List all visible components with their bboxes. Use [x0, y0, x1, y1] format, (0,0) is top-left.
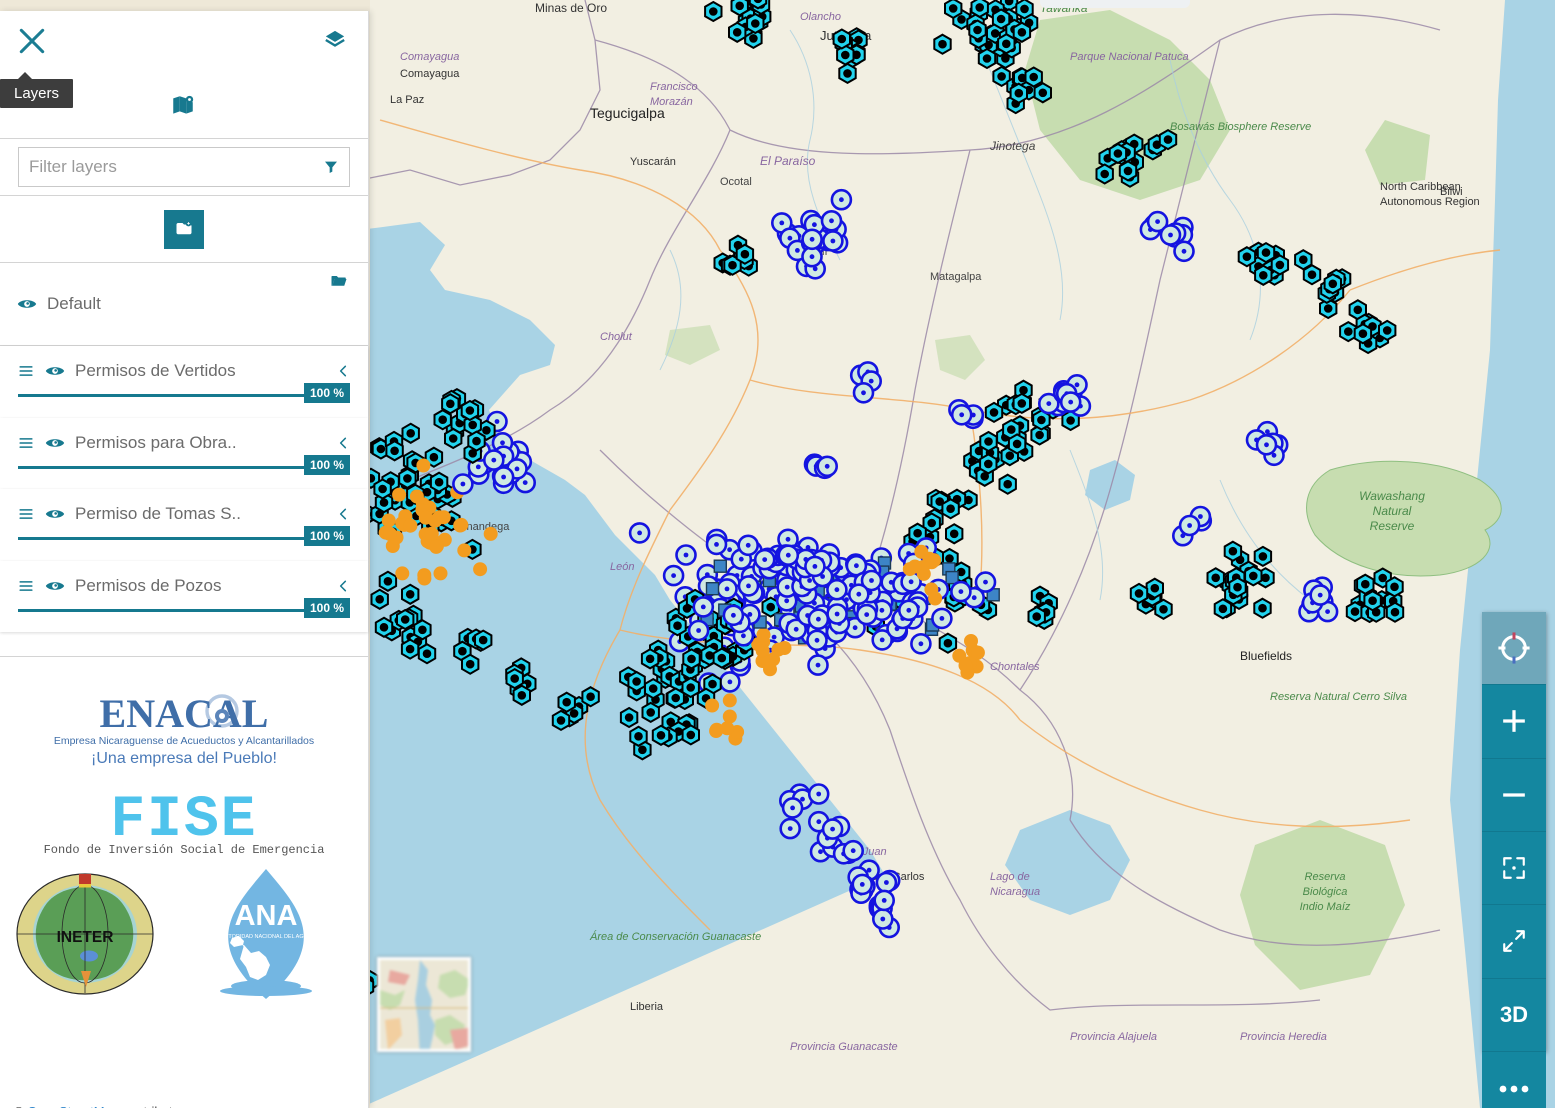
svg-text:Nicaragua: Nicaragua	[990, 886, 1040, 898]
svg-text:ANA: ANA	[235, 900, 298, 932]
svg-text:Comayagua: Comayagua	[400, 68, 460, 80]
svg-text:Autonomous Region: Autonomous Region	[1380, 196, 1480, 208]
svg-text:Empresa Nicaraguense de Acuedu: Empresa Nicaraguense de Acueductos y Alc…	[54, 735, 314, 747]
svg-text:Olancho: Olancho	[800, 11, 841, 23]
svg-text:Ocotal: Ocotal	[720, 176, 752, 188]
svg-text:Morazán: Morazán	[650, 96, 693, 108]
svg-text:Provincia Heredia: Provincia Heredia	[1240, 1031, 1327, 1043]
svg-text:Yuscarán: Yuscarán	[630, 156, 676, 168]
svg-text:Natural: Natural	[1373, 504, 1412, 518]
svg-text:Lago de: Lago de	[990, 871, 1030, 883]
svg-text:INETER: INETER	[57, 929, 114, 946]
svg-text:Wawashang: Wawashang	[1359, 489, 1425, 503]
svg-text:Provincia Alajuela: Provincia Alajuela	[1070, 1031, 1157, 1043]
svg-text:Reserva Natural Cerro Silva: Reserva Natural Cerro Silva	[1270, 691, 1407, 703]
svg-text:ENACAL: ENACAL	[100, 691, 269, 736]
svg-text:El Paraíso: El Paraíso	[760, 154, 816, 168]
svg-text:Fondo de Inversión Social de E: Fondo de Inversión Social de Emergencia	[44, 843, 325, 857]
svg-text:Reserve: Reserve	[1370, 519, 1415, 533]
svg-text:Minas de Oro: Minas de Oro	[535, 1, 607, 15]
svg-text:Área de Conservación Guanacast: Área de Conservación Guanacaste	[589, 930, 761, 943]
svg-text:La Paz: La Paz	[390, 94, 424, 106]
svg-text:Bluefields: Bluefields	[1240, 649, 1292, 663]
svg-text:Liberia: Liberia	[630, 1001, 664, 1013]
svg-text:Indio Maíz: Indio Maíz	[1300, 901, 1351, 913]
svg-text:Chontales: Chontales	[990, 661, 1040, 673]
svg-text:León: León	[610, 561, 634, 573]
svg-text:Reserva: Reserva	[1305, 871, 1346, 883]
svg-text:Biológica: Biológica	[1303, 886, 1348, 898]
svg-text:Bosawás Biosphere Reserve: Bosawás Biosphere Reserve	[1170, 121, 1311, 133]
svg-text:¡Una empresa del Pueblo!: ¡Una empresa del Pueblo!	[91, 750, 277, 767]
svg-text:Bilwi: Bilwi	[1440, 186, 1463, 198]
svg-text:Jinotega: Jinotega	[989, 139, 1036, 153]
svg-text:Francisco: Francisco	[650, 81, 698, 93]
svg-text:Parque Nacional Patuca: Parque Nacional Patuca	[1070, 51, 1189, 63]
svg-text:Provincia Guanacaste: Provincia Guanacaste	[790, 1041, 898, 1053]
svg-text:Cholut: Cholut	[600, 331, 633, 343]
svg-text:Matagalpa: Matagalpa	[930, 271, 982, 283]
svg-text:Comayagua: Comayagua	[400, 51, 459, 63]
